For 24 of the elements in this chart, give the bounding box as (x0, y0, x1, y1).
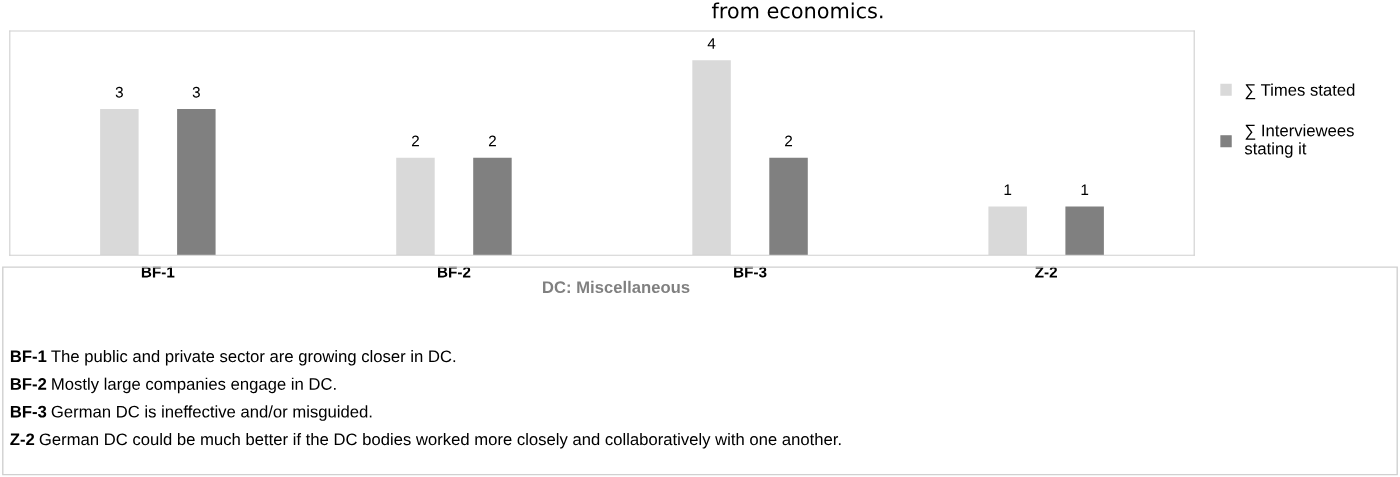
text: Z-2 German DC could be much better if the DC bodies worked more closely and collaboratively with one another. (10, 432, 841, 449)
text: BF-1 The public and private sector are growing closer in DC. (10, 349, 456, 366)
legend-label: ∑ Interviewees stating it (1244, 124, 1354, 158)
x-tick-label: Z-2 (1035, 266, 1057, 278)
bar (1065, 206, 1104, 256)
x-tick-label: BF-2 (438, 266, 471, 278)
legend-label: ∑ Times stated (1245, 83, 1355, 100)
text: DC: Miscellaneous (543, 280, 690, 294)
x-tick-label: BF-3 (734, 266, 767, 278)
text: BF-2 Mostly large companies engage in DC. (10, 377, 336, 394)
bar (177, 108, 216, 256)
text: from economics. (711, 2, 883, 19)
data-label: 1 (1004, 184, 1012, 195)
data-label: 2 (785, 135, 793, 147)
data-label: 2 (411, 135, 419, 147)
bar (769, 157, 808, 256)
x-tick-label: BF-1 (141, 266, 175, 278)
data-label: 3 (192, 86, 200, 98)
data-label: 1 (1081, 184, 1089, 195)
text: BF-3 German DC is ineffective and/or misguided. (10, 405, 372, 421)
data-label: 3 (115, 86, 123, 98)
bar (473, 157, 512, 256)
data-label: 2 (488, 135, 496, 147)
data-label: 4 (707, 38, 716, 49)
